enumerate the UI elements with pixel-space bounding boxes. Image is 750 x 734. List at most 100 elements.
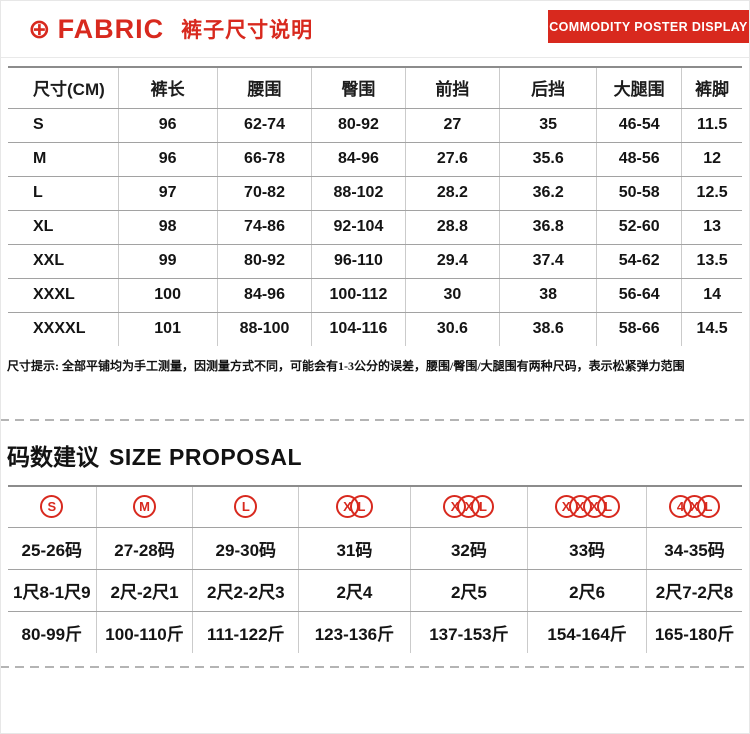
size-table-cell: 37.4: [499, 244, 598, 279]
badge-circle: S: [40, 495, 64, 519]
proposal-table-cell: 34-35码: [646, 527, 742, 570]
proposal-title-en: SIZE PROPOSAL: [109, 444, 303, 470]
proposal-table-cell: 2尺7-2尺8: [646, 569, 742, 612]
size-table-cell: 97: [118, 176, 218, 211]
badge-circle: L: [471, 495, 495, 519]
proposal-table-cell: 32码: [410, 527, 529, 570]
size-table-cell: 62-74: [217, 108, 313, 143]
measurement-note: 尺寸提示: 全部平铺均为手工测量，因测量方式不同，可能会有1-3公分的误差，腰围…: [7, 359, 685, 373]
size-table-cell: 98: [118, 210, 218, 245]
size-table-cell: 96: [118, 142, 218, 177]
size-table-cell: 80-92: [311, 108, 406, 143]
size-table-cell: 38: [499, 278, 598, 313]
badge-circle: L: [697, 495, 721, 519]
size-table-cell: 48-56: [596, 142, 683, 177]
circle-plus-icon: ⊕: [28, 13, 51, 44]
size-table-cell: 30.6: [405, 312, 501, 346]
proposal-size-header: M: [96, 486, 194, 528]
brand-logo: ⊕ FABRIC 裤子尺寸说明: [28, 14, 313, 44]
size-table-cell: 38.6: [499, 312, 598, 346]
size-table-cell: XL: [8, 210, 119, 245]
proposal-table-cell: 29-30码: [192, 527, 300, 570]
proposal-table-cell: 33码: [527, 527, 648, 570]
size-col-header: 尺寸(CM): [8, 67, 119, 109]
size-table-cell: 99: [118, 244, 218, 279]
size-table-cell: 28.2: [405, 176, 501, 211]
corner-banner: COMMODITY POSTER DISPLAY: [548, 10, 749, 43]
size-table-cell: XXL: [8, 244, 119, 279]
size-table-cell: 46-54: [596, 108, 683, 143]
proposal-table-cell: 165-180斤: [654, 624, 735, 644]
size-table-cell: 13: [681, 210, 742, 245]
size-table-cell: 100-112: [311, 278, 406, 313]
size-table-cell: XXXL: [8, 278, 119, 313]
size-table-row: XXXXL 101 88-100 104-116 30.6 38.6 58-66 14.5: [8, 312, 742, 346]
proposal-table-cell: 1尺8-1尺9: [8, 569, 97, 612]
size-table-cell: 96: [118, 108, 218, 143]
size-table-cell: 27.6: [405, 142, 501, 177]
size-table-cell: 36.2: [499, 176, 598, 211]
size-table-cell: 54-62: [596, 244, 683, 279]
proposal-table-row: 25-26码 27-28码 29-30码 31码 32码 33码 34-35码: [8, 527, 742, 570]
proposal-table-cell: 2尺-2尺1: [96, 569, 194, 612]
size-table-row: XL 98 74-86 92-104 28.8 36.8 52-60 13: [8, 210, 742, 245]
size-table-cell: 28.8: [405, 210, 501, 245]
header: ⊕ FABRIC 裤子尺寸说明 COMMODITY POSTER DISPLAY: [1, 1, 749, 58]
size-badge: M: [133, 495, 157, 519]
size-col-header: 大腿围: [596, 67, 683, 109]
size-col-header: 前挡: [405, 67, 501, 109]
size-table-cell: 29.4: [405, 244, 501, 279]
size-table-cell: 104-116: [311, 312, 406, 346]
proposal-table-cell: 137-153斤: [410, 611, 529, 653]
proposal-table-row: 80-99斤 100-110斤 111-122斤 123-136斤 137-153斤 15…: [8, 611, 742, 653]
proposal-table-cell: 111-122斤: [192, 611, 300, 653]
size-table-cell: L: [8, 176, 119, 211]
size-table-cell: 12: [681, 142, 742, 177]
proposal-table-cell: 154-164斤: [527, 611, 648, 653]
size-table-cell: 88-100: [217, 312, 313, 346]
size-table-cell: 52-60: [596, 210, 683, 245]
badge-circle: M: [133, 495, 157, 519]
size-table-row: XXXL 100 84-96 100-112 30 38 56-64 14: [8, 278, 742, 313]
size-badge: S: [40, 495, 64, 519]
proposal-table-cell: 100-110斤: [96, 611, 194, 653]
size-table-cell: 50-58: [596, 176, 683, 211]
size-table: 尺寸(CM) 裤长 腰围 臀围 前挡 后挡 大腿围 裤脚 S 96 62-74 80-92 27 35 4…: [8, 66, 742, 346]
proposal-size-header: L: [192, 486, 300, 528]
proposal-table-cell: 123-136斤: [298, 611, 411, 653]
proposal-size-header: S: [8, 486, 97, 528]
size-table-cell: 14.5: [696, 320, 728, 338]
proposal-table-cell: 31码: [298, 527, 411, 570]
size-col-header: 腰围: [217, 67, 313, 109]
size-table-row: M 96 66-78 84-96 27.6 35.6 48-56 12: [8, 142, 742, 177]
size-table-cell: 100: [118, 278, 218, 313]
size-table-cell: 84-96: [217, 278, 313, 313]
size-table-cell: 30: [405, 278, 501, 313]
size-table-cell: 96-110: [311, 244, 406, 279]
size-table-cell: 74-86: [217, 210, 313, 245]
size-table-cell: 56-64: [596, 278, 683, 313]
size-table-cell: M: [8, 142, 119, 177]
size-table-cell: 70-82: [217, 176, 313, 211]
proposal-table-body: 25-26码 27-28码 29-30码 31码 32码 33码 34-35码 1尺8-1尺9…: [8, 527, 742, 653]
proposal-table-cell: 2尺4: [298, 569, 411, 612]
badge-circle: L: [596, 495, 620, 519]
badge-circle: L: [234, 495, 258, 519]
proposal-table-cell: 2尺5: [410, 569, 529, 612]
page-title: 裤子尺寸说明: [181, 19, 314, 42]
proposal-table-row: 1尺8-1尺9 2尺-2尺1 2尺2-2尺3 2尺4 2尺5 2尺6 2尺7-2尺8: [8, 569, 742, 612]
size-table-cell: XXXXL: [8, 312, 119, 346]
size-table-row: S 96 62-74 80-92 27 35 46-54 11.5: [8, 108, 742, 143]
proposal-title: 码数建议 SIZE PROPOSAL: [7, 441, 749, 473]
size-table-cell: 84-96: [311, 142, 406, 177]
size-col-header: 臀围: [311, 67, 406, 109]
